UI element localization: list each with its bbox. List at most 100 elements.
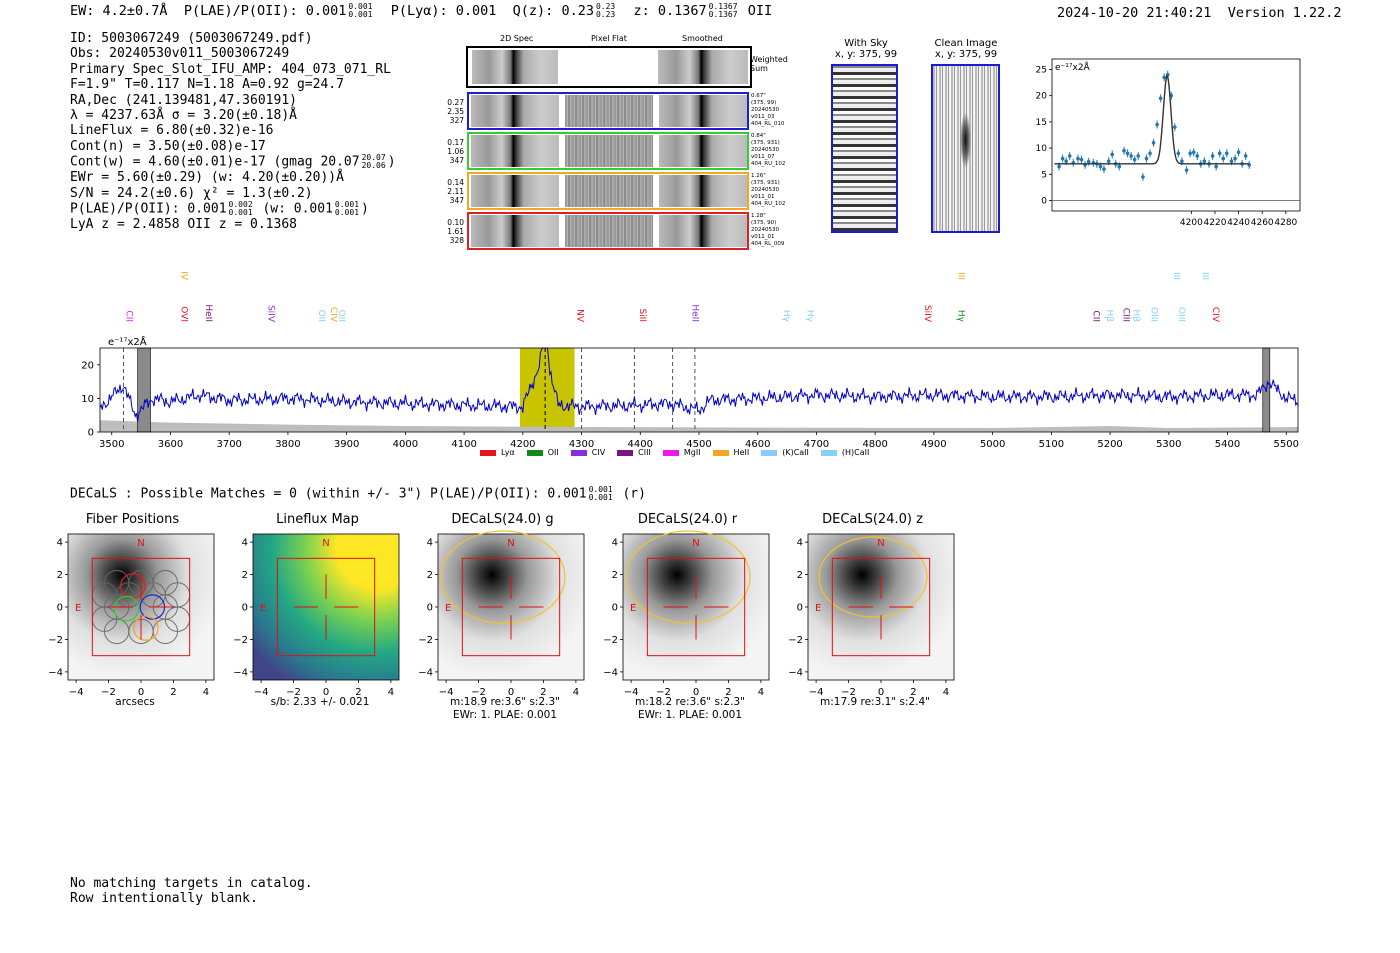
- col-2d-spec: 2D Spec: [500, 34, 534, 43]
- spectral-line-label: HeII: [690, 304, 700, 322]
- spectral-line-label: SiIV: [179, 272, 189, 281]
- fit-data-point: [1155, 120, 1159, 129]
- cutout-left-value: 328: [449, 236, 464, 245]
- cutout-right-value: v011_07: [751, 154, 775, 160]
- info-plae-w-sub: 0.001: [334, 208, 360, 218]
- cutout-right-values: 1.28" (375, 90) 20240530 v011_01 404_RL_009: [751, 213, 784, 248]
- decals-x-tick-label: 4: [388, 687, 394, 698]
- compass-north: N: [322, 538, 329, 549]
- fit-data-point: [1110, 150, 1115, 159]
- compass-north: N: [137, 538, 144, 549]
- fit-data-point: [1129, 151, 1133, 160]
- info-cont-w-sub: 20.06: [361, 161, 386, 171]
- decals-x-tick-label: −2: [286, 687, 301, 698]
- decals-panel-image: N E 4 2 0 −2 −4 −4 −2 0 2 4: [233, 533, 400, 698]
- legend-label: CIV: [591, 448, 606, 457]
- weighted-2d-image: [472, 50, 558, 84]
- cutout-right-value: 0.84": [751, 133, 766, 139]
- fit-data-point: [1191, 148, 1196, 157]
- spectrum-x-tick-label: 3600: [158, 439, 183, 450]
- weighted-sum-label: Weighted Sum: [750, 55, 788, 73]
- decals-x-tick-label: −2: [471, 687, 486, 698]
- timestamp: 2024-10-20 21:40:21: [1057, 5, 1212, 21]
- header-z: z: 0.1367: [633, 3, 707, 19]
- cutout-right-value: 20240530: [751, 227, 779, 233]
- fit-x-tick-label: 4200: [1180, 218, 1203, 228]
- decals-summary-sup: 0.001: [588, 485, 613, 494]
- decals-panels: Fiber Positions N E 4 2 0 −2 −4 −4 −2 0 2 4 arcsecs Li…: [40, 510, 980, 725]
- fit-data-point: [1141, 172, 1145, 181]
- cutout-left-value: 2.35: [447, 107, 464, 116]
- cutout-left-value: 1.06: [447, 147, 464, 156]
- spectrum-x-tick-label: 4700: [804, 439, 829, 450]
- spectral-line-label: OIII: [1148, 307, 1158, 322]
- decals-cutout-image: [622, 533, 770, 681]
- decals-x-tick-label: −4: [809, 687, 824, 698]
- info-cont-w-line: Cont(w) = 4.60(±0.01)e-17 (gmag 20.07 20.…: [70, 153, 396, 171]
- info-lya-oii: LyA z = 2.4858 OII z = 0.1368: [70, 217, 297, 233]
- spectrum-x-tick-label: 4600: [745, 439, 770, 450]
- clean-image-xy: x, y: 375, 99: [934, 49, 998, 60]
- legend-item: CIV: [570, 448, 606, 457]
- with-sky-title: With Sky: [844, 38, 888, 49]
- cutout-flat-image: [565, 175, 653, 207]
- fit-data-point: [1151, 138, 1156, 147]
- legend-item: HeII: [712, 448, 749, 457]
- decals-summary-sub: 0.001: [588, 493, 613, 502]
- legend-item: CIII: [617, 448, 651, 457]
- decals-panel-image: N E 4 2 0 −2 −4 −4 −2 0 2 4: [788, 533, 955, 698]
- footer-line-2: Row intentionally blank.: [70, 891, 258, 906]
- spectral-line-label: OIII: [1171, 272, 1181, 280]
- spectrum-x-tick-label: 5500: [1274, 439, 1299, 450]
- cutout-row-frame: [467, 92, 749, 130]
- legend-label: CIII: [638, 448, 651, 457]
- search-box: [831, 557, 931, 657]
- fiber-circle-highlight: [113, 595, 140, 622]
- cutout-left-values: 0.17 1.06 347: [440, 138, 464, 165]
- spectrum-y-tick-label: 0: [88, 428, 94, 439]
- cutout-2d-image: [471, 135, 559, 167]
- cutout-2d-image: [471, 215, 559, 247]
- info-slot: Primary Spec_Slot_IFU_AMP: 404_073_071_R…: [70, 61, 391, 77]
- spectrum-x-tick-label: 4300: [569, 439, 594, 450]
- compass-east: E: [75, 603, 81, 614]
- spectral-line-label: CII: [124, 310, 134, 322]
- cutout-right-value: v011_01: [751, 194, 775, 200]
- decals-y-tick-label: 0: [57, 603, 63, 614]
- header-plya: P(Lyα): 0.001: [390, 3, 497, 19]
- info-lambda-sigma: λ = 4237.63Å σ = 3.20(±0.18)Å: [70, 108, 297, 124]
- with-sky-image: [831, 64, 898, 233]
- weighted-sum-row: [466, 46, 752, 88]
- fit-model-curve: [1054, 74, 1250, 165]
- cutout-right-value: (375, 90): [751, 220, 777, 226]
- decals-summary-end: (r): [622, 486, 646, 502]
- cutout-left-value: 1.61: [447, 227, 464, 236]
- decals-cutout-image: [252, 533, 400, 681]
- fit-y-tick-label: 5: [1041, 170, 1047, 180]
- decals-x-tick-label: −2: [101, 687, 116, 698]
- spectrum-x-tick-label: 4500: [686, 439, 711, 450]
- decals-cutout-image: [807, 533, 955, 681]
- decals-x-tick-label: 4: [943, 687, 949, 698]
- decals-panel-image: N E 4 2 0 −2 −4 −4 −2 0 2 4: [48, 533, 215, 698]
- decals-cutout-image: [67, 533, 215, 681]
- header-qz: Q(z): 0.23: [512, 3, 594, 19]
- legend-swatch: [712, 449, 729, 456]
- spectral-line-label: CIII: [956, 272, 966, 280]
- decals-x-tick-label: 0: [508, 687, 514, 698]
- header-ew: EW: 4.2±0.7Å: [70, 3, 168, 19]
- fit-data-point: [1158, 94, 1163, 103]
- decals-y-tick-label: 2: [427, 570, 433, 581]
- spectrum-x-tick-label: 3800: [275, 439, 300, 450]
- spectral-line-label: Hγ: [781, 310, 791, 323]
- cutout-smoothed-image: [659, 175, 747, 207]
- info-plae: P(LAE)/P(OII): 0.001: [70, 201, 227, 217]
- spectral-line-label: CIV: [328, 307, 338, 323]
- fit-data-point: [1173, 123, 1177, 132]
- legend-item: MgII: [662, 448, 701, 457]
- decals-panel-title: DECaLS(24.0) z: [822, 512, 923, 527]
- legend-swatch: [570, 449, 587, 456]
- fit-x-tick-label: 4240: [1227, 218, 1250, 228]
- decals-caption-2: EWr: 1. PLAE: 0.001: [452, 709, 558, 721]
- header-summary: EW: 4.2±0.7Å P(LAE)/P(OII): 0.001 0.001 0.…: [70, 3, 772, 20]
